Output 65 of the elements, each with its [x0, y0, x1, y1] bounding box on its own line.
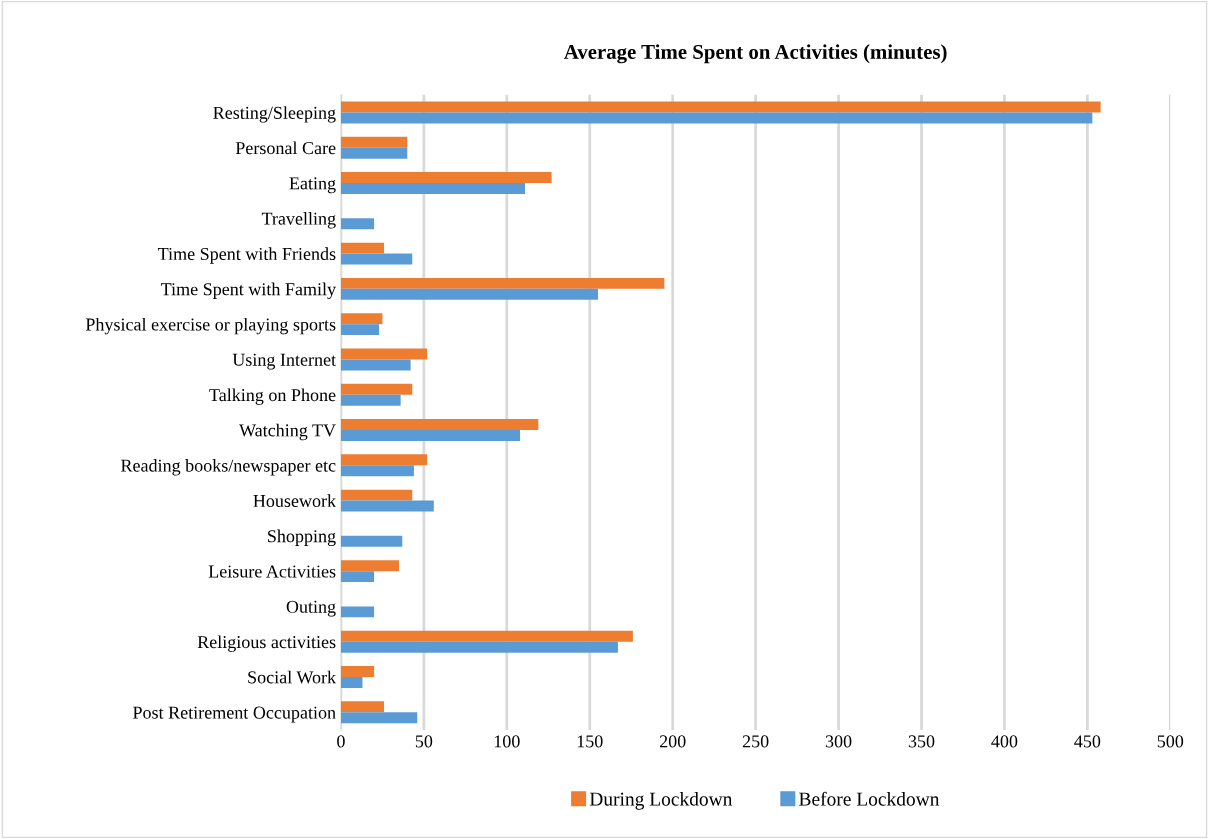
bar	[340, 489, 413, 501]
y-tick-label: Shopping	[268, 529, 336, 547]
y-tick-label: Resting/Sleeping	[213, 106, 336, 123]
bar	[340, 359, 411, 371]
x-tick-label: 350	[908, 735, 935, 748]
bar	[340, 571, 375, 583]
bar	[340, 136, 408, 148]
y-tick-label: Watching TV	[239, 423, 336, 441]
bar	[340, 641, 618, 653]
bar	[340, 253, 413, 265]
bar	[340, 394, 401, 406]
x-tick-label: 50	[415, 735, 433, 748]
bar	[340, 172, 552, 184]
bar	[340, 465, 414, 477]
x-tick-label: 300	[825, 735, 852, 748]
y-tick-label: Using Internet	[232, 353, 336, 370]
legend-label: During Lockdown	[589, 792, 733, 810]
x-tick-label: 0	[337, 735, 345, 748]
legend-label: Before Lockdown	[799, 791, 940, 806]
bar	[340, 183, 526, 194]
bar	[340, 677, 363, 688]
x-tick-label: 500	[1157, 735, 1184, 748]
y-tick-label: Time Spent with Friends	[158, 247, 336, 264]
y-tick-label: Talking on Phone	[209, 388, 336, 405]
x-tick-label: 250	[742, 735, 769, 748]
bar	[340, 630, 633, 642]
x-tick-label: 400	[991, 735, 1018, 748]
bar	[340, 430, 521, 441]
bar	[340, 606, 375, 618]
y-tick-label: Time Spent with Family	[161, 282, 337, 300]
bar	[340, 277, 665, 289]
chart-title: Average Time Spent on Activities (minutes)	[563, 44, 947, 64]
bar	[340, 701, 385, 713]
bar	[340, 313, 383, 325]
x-tick-label: 100	[494, 735, 520, 748]
bar	[340, 324, 380, 336]
bar	[340, 454, 428, 466]
bar	[340, 112, 1093, 124]
x-tick-label: 200	[659, 735, 686, 748]
y-tick-label: Reading books/newspaper etc	[120, 459, 336, 476]
x-tick-label: 150	[577, 735, 603, 748]
y-tick-label: Travelling	[261, 212, 336, 229]
bar	[340, 348, 428, 360]
bar	[340, 218, 375, 230]
y-tick-label: Physical exercise or playing sports	[85, 317, 336, 335]
y-tick-label: Outing	[286, 600, 336, 617]
x-tick-label: 450	[1074, 735, 1101, 748]
bar	[340, 147, 408, 159]
y-tick-label: Eating	[289, 177, 336, 194]
y-tick-label: Personal Care	[235, 141, 336, 155]
y-tick-label: Leisure Activities	[208, 565, 336, 578]
bar	[340, 242, 385, 254]
y-tick-label: Social Work	[248, 670, 337, 684]
bar	[340, 500, 434, 512]
bar	[340, 712, 418, 724]
y-tick-label: Post Retirement Occupation	[133, 706, 336, 723]
bar	[340, 666, 375, 677]
bar	[340, 288, 599, 300]
bar	[340, 560, 399, 572]
bar	[340, 383, 413, 395]
y-tick-label: Housework	[253, 494, 337, 508]
bar	[340, 419, 539, 431]
bar	[340, 535, 403, 547]
y-tick-label: Religious activities	[197, 635, 336, 652]
bar	[340, 101, 1101, 113]
